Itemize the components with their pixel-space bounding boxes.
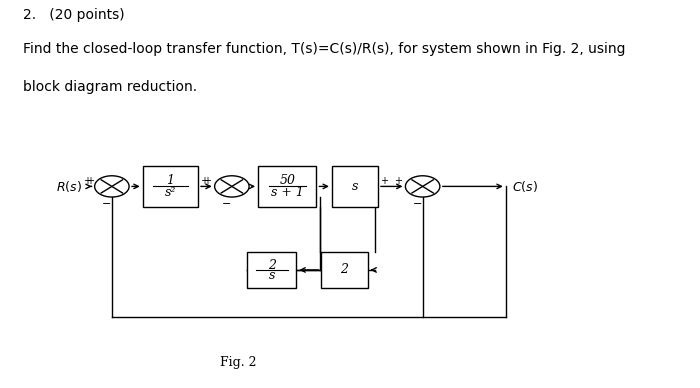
Text: Find the closed-loop transfer function, T(s)=C(s)/R(s), for system shown in Fig.: Find the closed-loop transfer function, … [22,42,625,56]
Text: −: − [413,199,422,209]
Text: 2: 2 [268,259,276,272]
Bar [332,166,378,207]
Bar [247,252,297,288]
Text: $R(s)$: $R(s)$ [57,179,83,194]
Text: s²: s² [164,186,176,199]
Bar [258,166,316,207]
Bar [143,166,198,207]
Text: block diagram reduction.: block diagram reduction. [22,80,197,94]
Text: +: + [200,176,208,186]
Text: 50: 50 [279,175,295,187]
Text: +: + [86,176,94,186]
Text: +: + [380,176,389,186]
Text: s: s [352,180,358,193]
Bar [321,252,368,288]
Text: +: + [394,176,402,186]
Text: s: s [269,269,275,282]
Text: −: − [222,199,232,209]
Text: Fig. 2: Fig. 2 [220,357,256,369]
Text: 2.   (20 points): 2. (20 points) [22,8,125,22]
Text: $C(s)$: $C(s)$ [512,179,538,194]
Text: −: − [102,199,111,209]
Text: 1: 1 [167,175,174,187]
Text: s + 1: s + 1 [271,186,304,199]
Text: +: + [83,176,91,186]
Text: 2: 2 [340,263,349,276]
Text: +: + [203,176,211,186]
